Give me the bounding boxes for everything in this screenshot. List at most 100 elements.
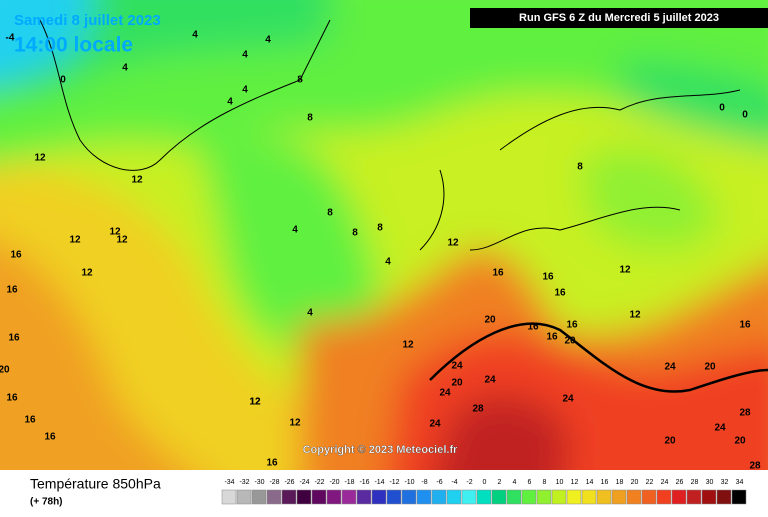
contour-label: 12: [402, 340, 414, 351]
scale-label: -14: [374, 479, 384, 486]
scale-swatch: [371, 489, 387, 505]
scale-label: 22: [646, 479, 654, 486]
scale-label: -28: [269, 479, 279, 486]
contour-label: 16: [10, 250, 22, 261]
scale-swatch: [386, 489, 402, 505]
scale-label: -8: [421, 479, 427, 486]
contour-label: 20: [484, 315, 496, 326]
contour-label: 28: [739, 408, 751, 419]
contour-label: 16: [266, 458, 278, 469]
scale-swatch: [431, 489, 447, 505]
scale-swatch: [491, 489, 507, 505]
contour-label: -4: [6, 33, 15, 44]
scale-swatch: [341, 489, 357, 505]
color-scale: -34 -32 -30 -28 -26 -24 -22 -20 -18 -16 -14 -12 -10-…: [221, 479, 747, 505]
scale-label: 14: [586, 479, 594, 486]
scale-label: -30: [254, 479, 264, 486]
scale-swatch: [731, 489, 747, 505]
scale-swatch: [596, 489, 612, 505]
contour-label: 24: [664, 362, 676, 373]
scale-swatch: [611, 489, 627, 505]
contour-label: 24: [714, 423, 726, 434]
contour-label: 12: [249, 397, 261, 408]
scale-swatch: [701, 489, 717, 505]
contour-label: 16: [24, 415, 36, 426]
contour-label: 16: [527, 322, 539, 333]
scale-label: -22: [314, 479, 324, 486]
contour-label: 16: [8, 333, 20, 344]
contour-label: 16: [44, 432, 56, 443]
scale-swatch: [236, 489, 252, 505]
contour-label: 12: [289, 418, 301, 429]
contour-label: 12: [619, 265, 631, 276]
run-box: [470, 8, 768, 28]
scale-label: -24: [299, 479, 309, 486]
contour-label: 8: [577, 162, 583, 173]
scale-label: 4: [513, 479, 517, 486]
scale-label: -18: [344, 479, 354, 486]
scale-swatch: [581, 489, 597, 505]
contour-label: 4: [385, 257, 391, 268]
contour-label: 16: [6, 285, 18, 296]
contour-label: 20: [664, 436, 676, 447]
contour-label: 28: [472, 404, 484, 415]
scale-label: -2: [466, 479, 472, 486]
scale-swatch: [536, 489, 552, 505]
contour-label: 24: [439, 388, 451, 399]
scale-swatch: [401, 489, 417, 505]
scale-swatch: [446, 489, 462, 505]
scale-label: -20: [329, 479, 339, 486]
scale-label: 34: [736, 479, 744, 486]
contour-label: 16: [566, 320, 578, 331]
scale-swatch: [506, 489, 522, 505]
contour-label: 28: [749, 461, 761, 472]
scale-label: 10: [556, 479, 564, 486]
scale-label: -26: [284, 479, 294, 486]
contour-label: 24: [429, 419, 441, 430]
scale-label: 20: [631, 479, 639, 486]
scale-swatch: [641, 489, 657, 505]
contour-label: 20: [451, 378, 463, 389]
contour-label: 20: [734, 436, 746, 447]
scale-label: -10: [404, 479, 414, 486]
legend-subtitle: (+ 78h): [30, 497, 63, 508]
contour-label: 8: [327, 208, 333, 219]
scale-swatch: [686, 489, 702, 505]
contour-label: 4: [227, 97, 233, 108]
contour-label: 12: [249, 397, 261, 408]
contour-label: 12: [69, 235, 81, 246]
contour-label: 20: [564, 336, 576, 347]
scale-label: 26: [676, 479, 684, 486]
contour-label: 24: [562, 394, 574, 405]
scale-label: 28: [691, 479, 699, 486]
scale-label: 32: [721, 479, 729, 486]
contour-label: 4: [307, 308, 313, 319]
contour-label: 20: [0, 365, 10, 376]
scale-swatch: [266, 489, 282, 505]
scale-label: -12: [389, 479, 399, 486]
run-info: Run GFS 6 Z du Mercredi 5 juillet 2023: [519, 12, 719, 24]
scale-swatch: [716, 489, 732, 505]
scale-label: 0: [483, 479, 487, 486]
scale-swatch: [326, 489, 342, 505]
scale-swatch: [521, 489, 537, 505]
scale-label: 24: [661, 479, 669, 486]
scale-label: 12: [571, 479, 579, 486]
contour-label: 16: [6, 393, 18, 404]
contour-label: 16: [554, 288, 566, 299]
contour-label: 16: [739, 320, 751, 331]
contour-label: 8: [297, 75, 303, 86]
date: Samedi 8 juillet 2023: [14, 12, 161, 29]
scale-swatch: [281, 489, 297, 505]
coastlines: [39, 19, 768, 393]
contour-label: 24: [451, 361, 463, 372]
contour-label: 4: [265, 35, 271, 46]
scale-swatch: [626, 489, 642, 505]
scale-label: 2: [498, 479, 502, 486]
contour-label: 0: [60, 75, 66, 86]
contour-label: 16: [542, 272, 554, 283]
scale-swatch: [461, 489, 477, 505]
scale-swatch: [566, 489, 582, 505]
scale-swatch: [221, 489, 237, 505]
